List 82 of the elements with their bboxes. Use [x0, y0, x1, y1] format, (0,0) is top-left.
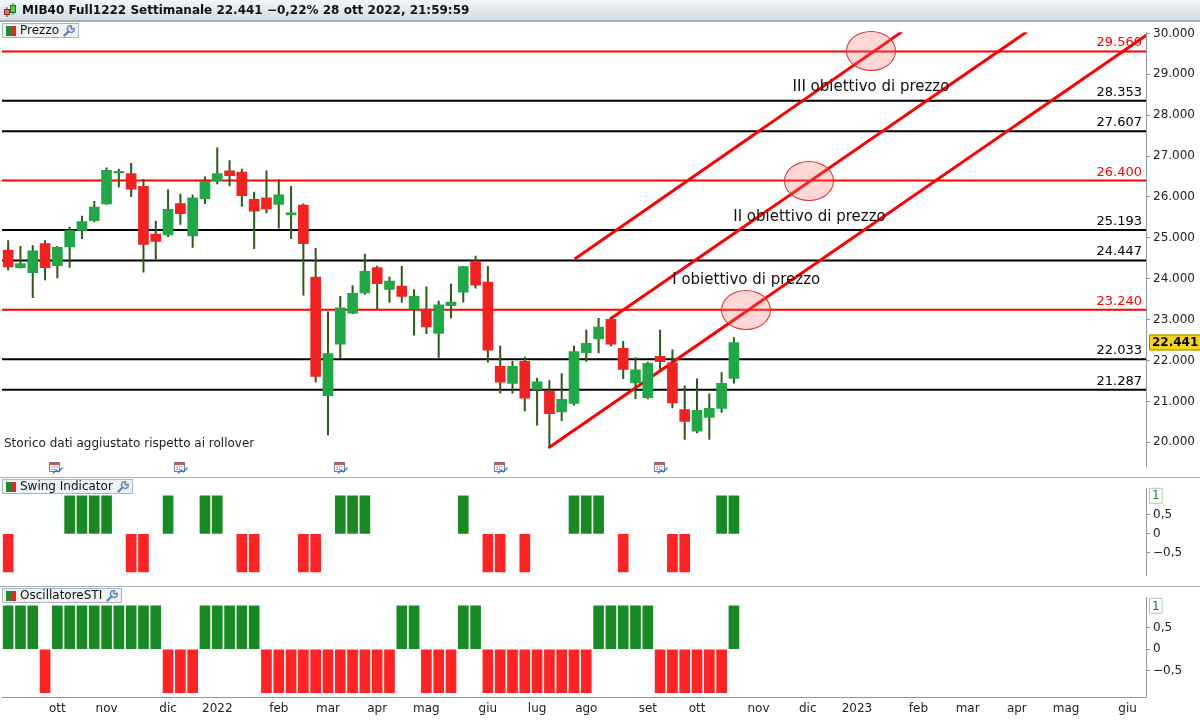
candlestick	[507, 359, 518, 395]
y-tick-label: 26.000	[1153, 189, 1195, 204]
candlestick	[125, 162, 137, 198]
x-tick-label: lug	[527, 701, 547, 716]
candlestick	[691, 377, 703, 435]
chart-title: MIB40 Full1222 Settimanale 22.441 −0,22% 28 ott 2022, 21:59:59	[22, 2, 470, 19]
chart-title: OscillatoreSTI	[20, 588, 103, 602]
x-tick-label: mar	[315, 701, 341, 716]
x-tick-label: nov	[95, 701, 118, 716]
x-tick-label: set	[638, 701, 658, 716]
x-tick-label: ago	[575, 701, 598, 716]
ref-line-label: 21.287	[1096, 372, 1142, 388]
y-tick-label: 21.000	[1153, 393, 1195, 408]
candlestick	[396, 265, 408, 304]
y-tick-label: 30.000	[1153, 25, 1195, 40]
candlestick	[494, 344, 506, 395]
candlestick	[654, 328, 666, 371]
ref-line-label: 22.033	[1096, 342, 1142, 358]
y-tick-label: 20.000	[1153, 434, 1195, 449]
y-tick-label: 0,5	[1153, 619, 1173, 634]
candlestick	[76, 214, 88, 241]
ref-line-label: 27.607	[1096, 114, 1142, 130]
x-tick-label: feb	[269, 701, 289, 716]
x-tick-label: nov	[747, 701, 770, 716]
annotation: Storico dati aggiustato rispetto ai rollover	[4, 435, 255, 450]
x-tick-label: dic	[159, 701, 177, 716]
y-tick-label: −0,5	[1153, 545, 1183, 560]
chart-subtitle: Prezzo	[20, 23, 60, 37]
y-tick-label: 22.000	[1153, 352, 1195, 367]
x-tick-label: giu	[478, 701, 498, 716]
text: 22.441	[1152, 335, 1199, 350]
y-tick-label: 23.000	[1153, 311, 1195, 326]
x-tick-label: dic	[798, 701, 817, 716]
x-tick-label: apr	[367, 701, 388, 716]
candlestick	[52, 245, 63, 280]
y-tick-label: 0	[1153, 641, 1161, 656]
y-tick-label: 24.000	[1153, 270, 1195, 285]
x-tick-label: apr	[1006, 701, 1027, 716]
x-tick-label: mar	[955, 701, 980, 716]
candlestick	[531, 376, 543, 427]
x-tick-label: 2022	[202, 701, 233, 716]
y-tick-label: −0,5	[1153, 663, 1183, 678]
x-tick-label: ott	[48, 701, 67, 716]
x-tick-label: giu	[1118, 701, 1137, 716]
y-tick-label: 27.000	[1153, 148, 1195, 163]
candlestick	[64, 225, 75, 269]
text: 1	[1152, 598, 1160, 613]
candlestick	[359, 252, 371, 296]
ref-line-label: 25.193	[1096, 212, 1142, 228]
ref-line-label: 28.353	[1096, 83, 1142, 99]
candlestick	[679, 384, 691, 441]
x-tick-label: mag	[1052, 701, 1080, 716]
ref-line-label: 23.240	[1096, 292, 1142, 308]
candlestick	[224, 159, 235, 188]
x-tick-label: feb	[908, 701, 929, 716]
y-tick-label: 0,5	[1153, 506, 1173, 521]
y-tick-label: 25.000	[1153, 229, 1195, 244]
x-tick-label: 2023	[841, 701, 873, 716]
text: 1	[1152, 488, 1160, 503]
candlestick	[408, 288, 420, 337]
candlestick	[421, 285, 432, 335]
candlestick	[556, 372, 568, 423]
chart-title: Swing Indicator	[20, 479, 113, 493]
candlestick	[273, 178, 285, 230]
candlestick	[211, 146, 223, 186]
candlestick	[544, 379, 555, 449]
y-tick-label: 28.000	[1153, 107, 1195, 122]
y-tick-label: 29.000	[1153, 66, 1195, 81]
ref-line-label: 26.400	[1096, 163, 1142, 179]
candlestick	[371, 264, 383, 310]
candlestick	[384, 275, 395, 304]
candlestick	[199, 175, 211, 205]
candlestick	[580, 328, 592, 363]
candlestick	[88, 200, 100, 224]
candlestick	[2, 239, 14, 272]
x-tick-label: mag	[413, 701, 440, 716]
candlestick	[175, 192, 186, 226]
y-tick-label: 0	[1153, 526, 1161, 541]
candlestick	[593, 316, 604, 355]
x-tick-label: ott	[688, 701, 706, 716]
candlestick	[617, 339, 629, 380]
ref-line-label: 24.447	[1096, 243, 1142, 259]
